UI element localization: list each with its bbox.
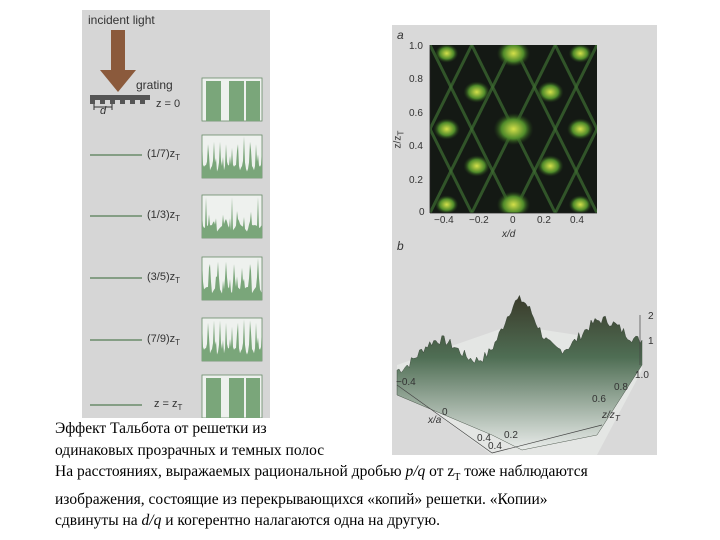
panel-a-ylabel: z/zT [392, 130, 406, 149]
grating-bar [90, 95, 150, 100]
caption-line-5: сдвинуты на d/q и когерентно налагаются … [55, 512, 440, 530]
intensity-box [201, 256, 263, 301]
caption-line-1: Эффект Тальбота от решетки из [55, 418, 271, 440]
ytick: 0.8 [409, 74, 423, 85]
ytick: 0.4 [409, 141, 423, 152]
row-label-zt: z = zT [154, 398, 183, 413]
panel-b-zlabel: z/zT [602, 410, 620, 423]
ytick: 0 [419, 207, 425, 218]
figure-caption: Эффект Тальбота от решетки из одинаковых… [55, 418, 705, 532]
vtick: 2 [648, 311, 654, 322]
surface-ztick: 0.4 [488, 441, 502, 452]
surface-axes [396, 315, 641, 454]
intensity-profile [202, 258, 262, 300]
surface-ztick: 0.2 [504, 430, 518, 441]
period-label: d [100, 105, 107, 117]
intensity-profile [202, 197, 262, 238]
row-label-1-3: (1/3)zT [147, 209, 181, 224]
grating-label: grating [136, 78, 173, 92]
xtick: −0.2 [469, 215, 489, 226]
ytick: 0.2 [409, 175, 423, 186]
caption-line-3: На расстояниях, выражаемых рациональной … [55, 463, 588, 484]
surface-ztick: 0.8 [614, 382, 628, 393]
surface-xtick: 0.4 [477, 433, 491, 444]
intensity-profiles [201, 77, 263, 419]
plane-lines [90, 154, 142, 406]
caption-line-2: одинаковых прозрачных и темных полос [55, 439, 329, 461]
intensity-profile [202, 136, 262, 178]
row-label-1-7: (1/7)zT [147, 148, 181, 163]
talbot-grating-figure: incident light grating d z = 0 (1/7)zT (… [82, 10, 270, 420]
ytick: 0.6 [409, 108, 423, 119]
surface-ztick: 1.0 [635, 370, 649, 381]
caption-line-4: изображения, состоящие из перекрывающихс… [55, 490, 548, 508]
surface-xtick: −0.4 [396, 377, 416, 388]
vtick: 1 [648, 336, 654, 347]
panel-a-xlabel: x/d [502, 229, 516, 240]
incident-light-arrow-head [100, 70, 136, 92]
carpet-graphics [396, 45, 643, 455]
panel-b-label: b [397, 239, 404, 253]
panel-a-label: a [397, 28, 404, 42]
carpet-axes [429, 45, 597, 214]
grating-diagram [90, 30, 263, 419]
row-label-3-5: (3/5)zT [147, 271, 181, 286]
surface-xtick: 0 [442, 407, 448, 418]
intensity-profile [206, 81, 260, 121]
intensity-profile [206, 378, 260, 418]
panel-b-xlabel: x/a [428, 415, 442, 426]
grating-teeth [90, 100, 145, 104]
xtick: 0.2 [537, 215, 551, 226]
row-label-z0: z = 0 [156, 98, 181, 110]
incident-light-arrow-shaft [111, 30, 125, 77]
incident-light-label: incident light [88, 13, 155, 27]
xtick: −0.4 [434, 215, 454, 226]
xtick: 0.4 [570, 215, 584, 226]
surface-ztick: 0.6 [592, 394, 606, 405]
row-label-7-9: (7/9)zT [147, 333, 181, 348]
carpet-pattern [430, 45, 597, 213]
ytick: 1.0 [409, 41, 423, 52]
intensity-profile [202, 319, 262, 361]
xtick: 0 [510, 215, 516, 226]
surface-3d [396, 294, 643, 451]
talbot-carpet-figure: a z/zT 1.0 0.8 0.6 0.4 0.2 0 −0.4 −0.2 0… [392, 25, 657, 455]
